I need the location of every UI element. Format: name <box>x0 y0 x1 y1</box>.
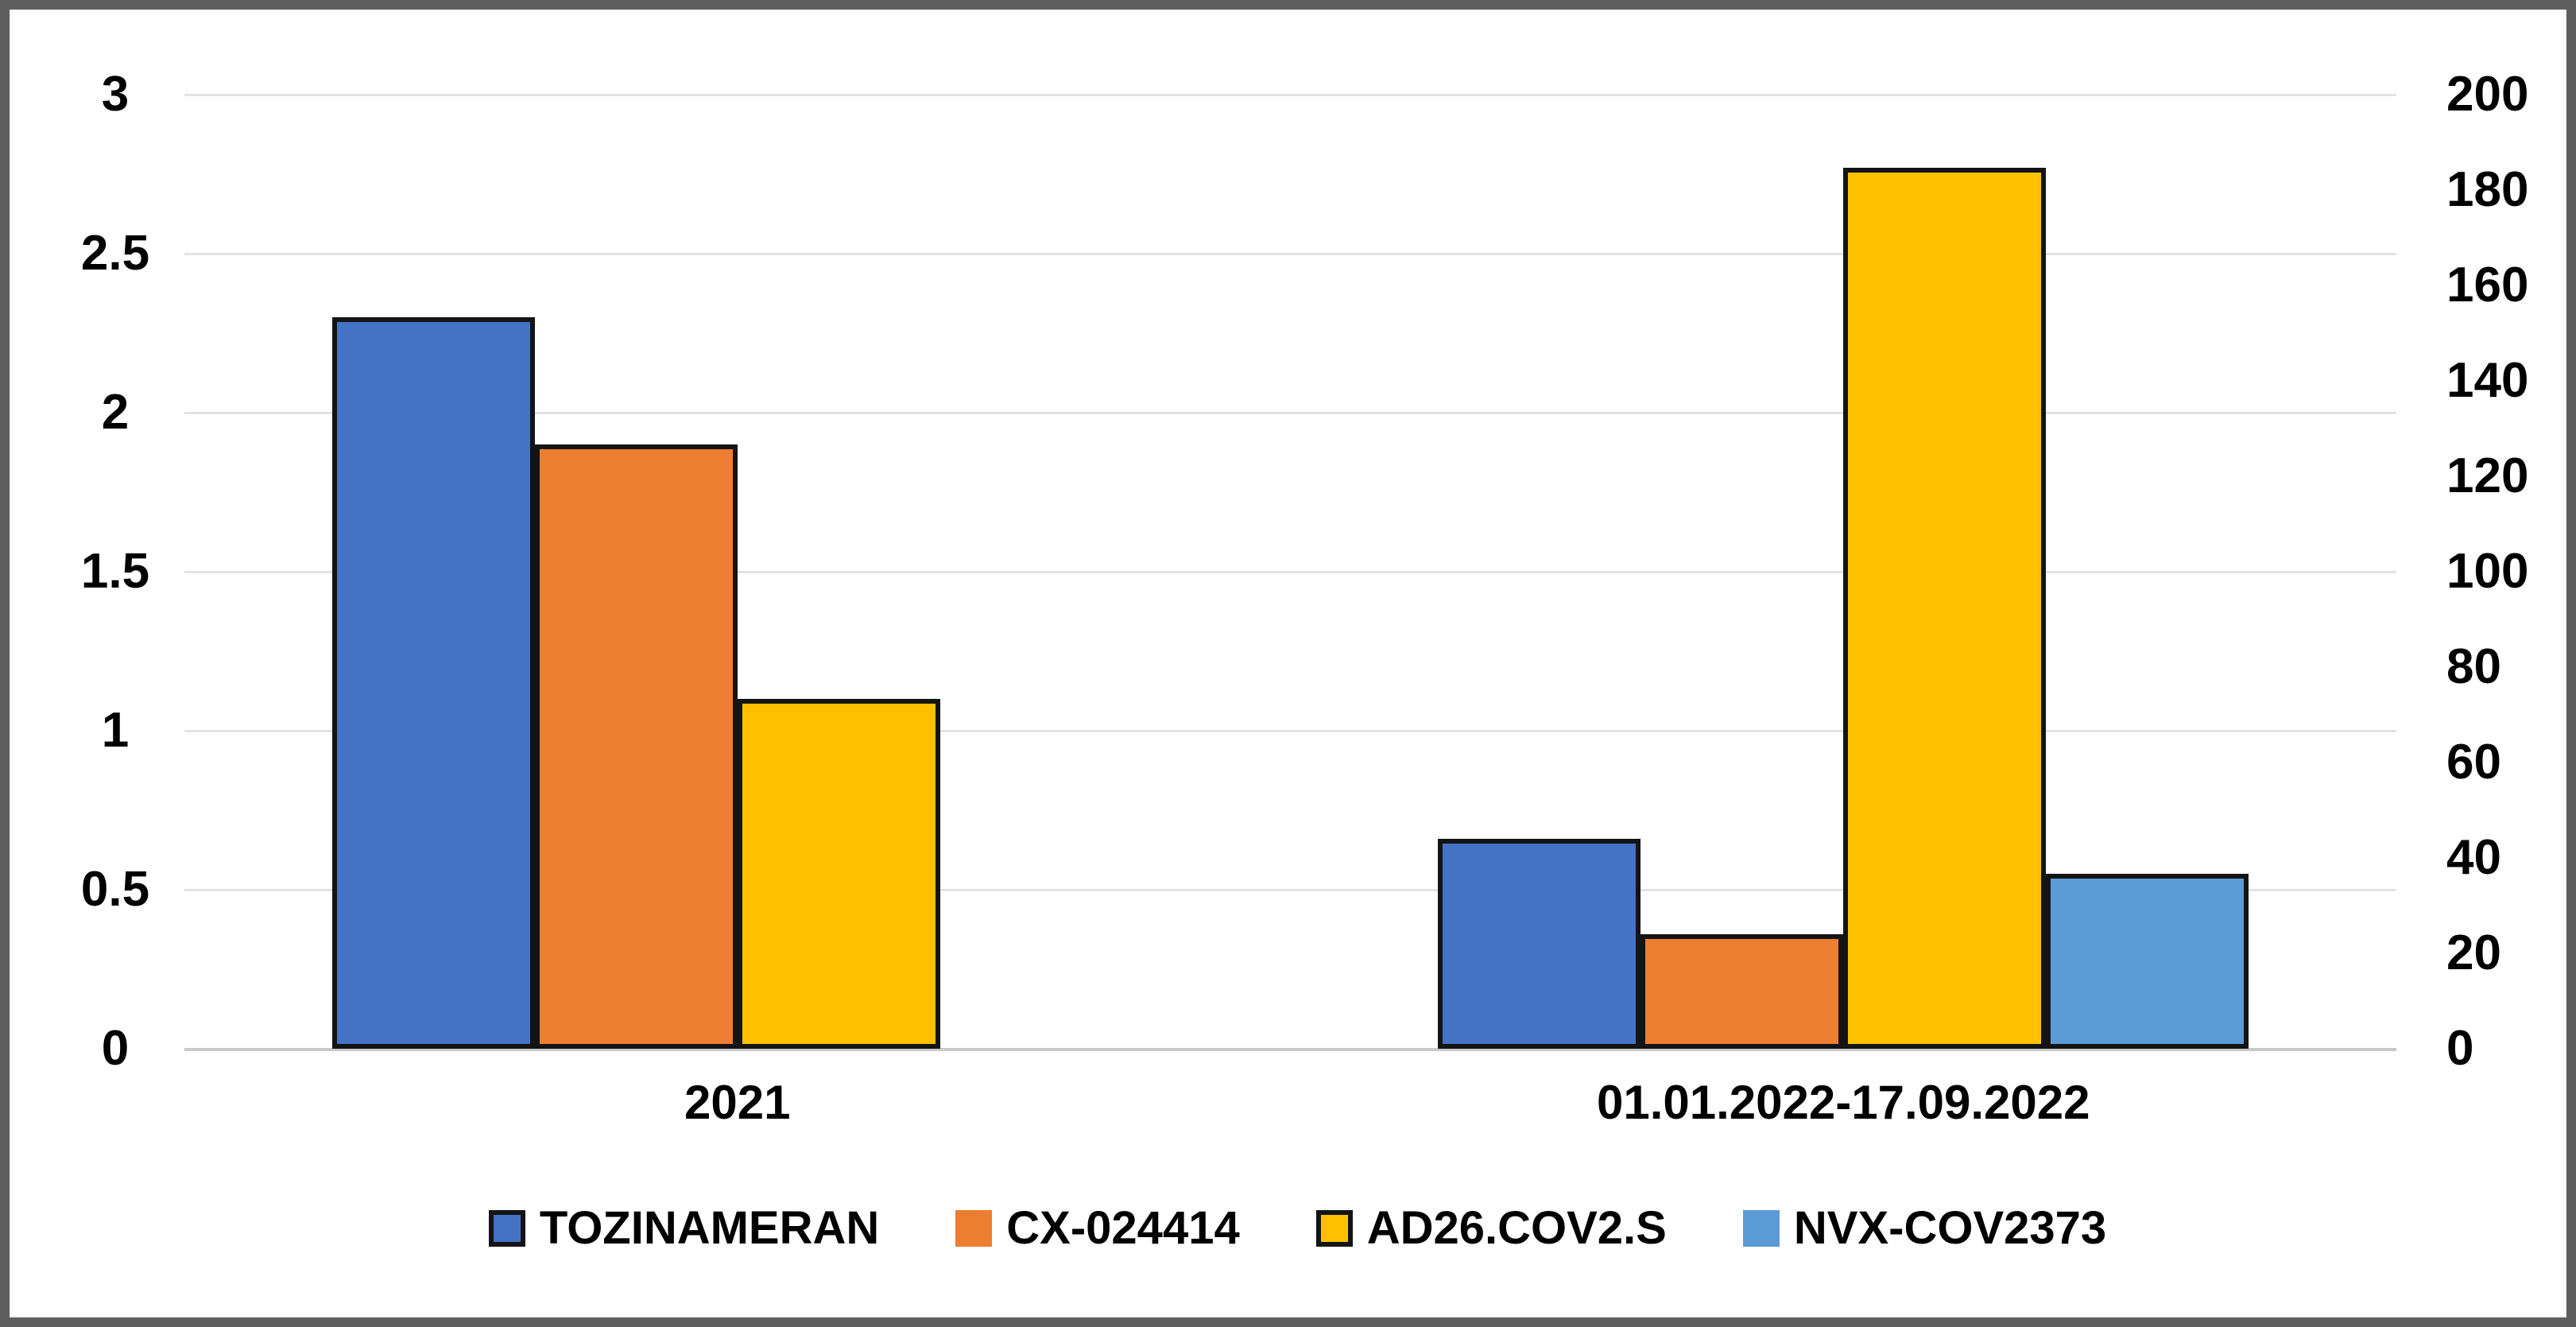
right-axis-tick: 40 <box>2446 830 2501 885</box>
bar-tozinameran-2 <box>1438 839 1641 1049</box>
legend-swatch-icon <box>955 1210 993 1247</box>
gridline <box>184 94 2396 96</box>
legend-swatch-icon <box>488 1210 525 1247</box>
right-axis-tick: 120 <box>2446 448 2529 503</box>
bar-ad26-cov2-s-1 <box>737 699 940 1049</box>
left-axis-tick: 0.5 <box>80 862 150 917</box>
left-axis-tick: 1.5 <box>80 544 150 599</box>
right-axis-tick: 100 <box>2446 544 2529 599</box>
legend-item-ad26-cov2-s: AD26.COV2.S <box>1315 1202 1667 1254</box>
category-label-2: 01.01.2022-17.09.2022 <box>1596 1076 2090 1129</box>
category-label-1: 2021 <box>684 1076 791 1129</box>
bar-cx-024414-1 <box>534 444 738 1049</box>
left-axis-tick: 3 <box>101 67 130 122</box>
legend-item-nvx-cov2373: NVX-COV2373 <box>1742 1202 2107 1254</box>
right-axis-tick: 0 <box>2446 1021 2474 1076</box>
gridline <box>184 412 2396 414</box>
legend-label: NVX-COV2373 <box>1793 1202 2107 1254</box>
bar-ad26-cov2-s-2 <box>1843 168 2047 1049</box>
left-axis-tick: 0 <box>101 1021 130 1076</box>
right-axis-tick: 20 <box>2446 925 2501 980</box>
gridline <box>184 571 2396 573</box>
legend-label: CX-024414 <box>1006 1202 1240 1254</box>
bar-cx-024414-2 <box>1641 934 1844 1049</box>
legend-item-cx-024414: CX-024414 <box>955 1202 1240 1254</box>
plot-area <box>184 94 2396 1051</box>
right-axis-tick: 80 <box>2446 639 2501 694</box>
right-axis-tick: 60 <box>2446 735 2501 790</box>
left-axis-tick: 1 <box>101 703 130 758</box>
right-axis-tick: 160 <box>2446 258 2529 312</box>
left-axis-tick: 2 <box>101 385 130 440</box>
legend-swatch-icon <box>1315 1210 1353 1247</box>
right-axis-tick: 200 <box>2446 67 2529 122</box>
right-axis-tick: 140 <box>2446 353 2529 408</box>
legend-label: AD26.COV2.S <box>1366 1202 1667 1254</box>
gridline <box>184 253 2396 255</box>
left-axis-tick: 2.5 <box>80 226 150 281</box>
right-axis-tick: 180 <box>2446 162 2529 217</box>
legend: TOZINAMERAN CX-024414 AD26.COV2.S NVX-COV23… <box>10 1185 2576 1272</box>
legend-label: TOZINAMERAN <box>539 1202 880 1254</box>
gridline <box>184 889 2396 891</box>
x-axis-baseline <box>184 1048 2396 1051</box>
legend-item-tozinameran: TOZINAMERAN <box>488 1202 880 1254</box>
legend-swatch-icon <box>1742 1210 1780 1247</box>
gridline <box>184 730 2396 732</box>
bar-tozinameran-1 <box>331 317 535 1049</box>
bar-nvx-cov2373-2 <box>2046 874 2249 1049</box>
